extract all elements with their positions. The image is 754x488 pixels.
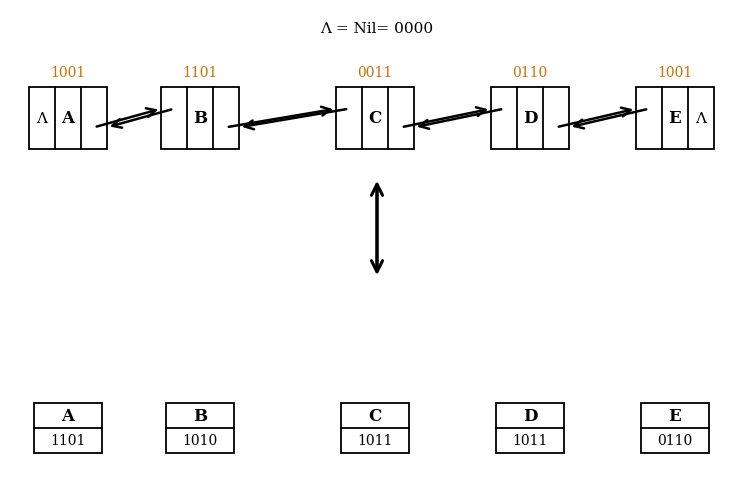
Bar (34, 403, 102, 453)
Text: 1011: 1011 (357, 434, 393, 447)
Text: D: D (523, 407, 538, 424)
Text: Λ: Λ (695, 112, 706, 126)
Text: 0011: 0011 (357, 66, 393, 80)
Bar (491, 88, 569, 150)
Bar (636, 88, 714, 150)
Text: B: B (193, 407, 207, 424)
Text: 0110: 0110 (513, 66, 547, 80)
Text: 1001: 1001 (51, 66, 86, 80)
Bar (336, 88, 414, 150)
Bar (161, 88, 239, 150)
Text: Λ: Λ (36, 112, 48, 126)
Text: Λ = Nil= 0000: Λ = Nil= 0000 (320, 22, 434, 36)
Text: E: E (669, 110, 682, 127)
Text: C: C (369, 407, 382, 424)
Text: 1101: 1101 (51, 434, 86, 447)
Text: A: A (62, 110, 75, 127)
Bar (341, 403, 409, 453)
Text: B: B (193, 110, 207, 127)
Text: C: C (369, 110, 382, 127)
Bar (496, 403, 564, 453)
Text: E: E (669, 407, 682, 424)
Text: A: A (62, 407, 75, 424)
Text: D: D (523, 110, 538, 127)
Text: 1010: 1010 (182, 434, 218, 447)
Text: 1011: 1011 (512, 434, 547, 447)
Text: 1101: 1101 (182, 66, 218, 80)
Text: 1001: 1001 (657, 66, 693, 80)
Bar (29, 88, 107, 150)
Text: 0110: 0110 (657, 434, 693, 447)
Bar (166, 403, 234, 453)
Bar (641, 403, 709, 453)
